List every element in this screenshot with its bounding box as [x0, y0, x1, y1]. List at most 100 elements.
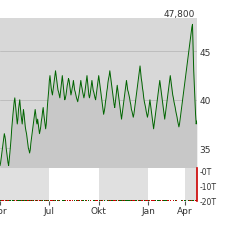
Bar [63, 200, 64, 201]
Bar [78, 200, 79, 201]
Bar [157, 200, 158, 201]
Bar [74, 200, 75, 201]
Bar [100, 200, 101, 201]
Bar [46, 200, 47, 201]
Bar [35, 200, 36, 201]
Bar [57, 200, 58, 201]
Bar [144, 200, 145, 201]
Bar [27, 200, 28, 201]
Bar [54, 200, 55, 201]
Bar [50, 200, 51, 201]
Bar [146, 200, 147, 201]
Bar [185, 200, 186, 201]
Bar [86, 200, 87, 201]
Bar [11, 200, 12, 201]
Bar [14, 200, 15, 201]
Bar [1, 200, 2, 201]
Bar [6, 200, 7, 201]
Bar [173, 200, 174, 201]
Bar [82, 200, 83, 201]
Bar [33, 200, 34, 201]
Bar [132, 200, 133, 201]
Bar [128, 200, 129, 201]
Bar [24, 200, 25, 201]
Bar [102, 200, 103, 201]
Bar [193, 200, 194, 201]
Bar [28, 200, 29, 201]
Bar [55, 200, 56, 201]
Bar [72, 200, 73, 201]
Bar [37, 200, 38, 201]
Bar [51, 200, 52, 201]
Bar [42, 200, 43, 201]
Bar [143, 200, 144, 201]
Bar [139, 200, 140, 201]
Bar [138, 200, 139, 201]
Bar [93, 200, 94, 201]
Bar [0, 168, 49, 201]
Bar [45, 200, 46, 201]
Bar [116, 200, 117, 201]
Bar [153, 200, 154, 201]
Bar [130, 200, 131, 201]
Bar [2, 200, 3, 201]
Bar [134, 200, 135, 201]
Bar [123, 200, 124, 201]
Bar [59, 200, 60, 201]
Bar [22, 200, 23, 201]
Bar [131, 200, 132, 201]
Bar [176, 200, 177, 201]
Text: 47,800: 47,800 [163, 9, 195, 18]
Bar [140, 200, 141, 201]
Bar [31, 200, 32, 201]
Bar [39, 200, 40, 201]
Bar [184, 200, 185, 201]
Bar [80, 200, 81, 201]
Bar [85, 200, 86, 201]
Bar [83, 200, 84, 201]
Bar [188, 200, 189, 201]
Bar [120, 200, 121, 201]
Bar [192, 200, 193, 201]
Bar [69, 200, 70, 201]
Bar [154, 200, 155, 201]
Bar [94, 200, 95, 201]
Bar [36, 200, 37, 201]
Bar [110, 200, 111, 201]
Bar [65, 200, 66, 201]
Bar [17, 200, 18, 201]
Bar [41, 200, 42, 201]
Bar [32, 200, 33, 201]
Bar [53, 200, 54, 201]
Bar [21, 200, 22, 201]
Bar [182, 200, 183, 201]
Bar [52, 200, 53, 201]
Bar [16, 200, 17, 201]
Bar [127, 200, 128, 201]
Bar [12, 200, 13, 201]
Bar [112, 200, 113, 201]
Bar [20, 200, 21, 201]
Bar [107, 200, 108, 201]
Bar [168, 200, 169, 201]
Bar [148, 200, 149, 201]
Bar [64, 200, 65, 201]
Bar [141, 200, 142, 201]
Bar [10, 200, 11, 201]
Bar [196, 200, 197, 201]
Bar [76, 200, 77, 201]
Bar [58, 200, 59, 201]
Bar [122, 200, 123, 201]
Bar [155, 200, 156, 201]
Bar [3, 200, 4, 201]
Bar [40, 200, 41, 201]
Bar [152, 200, 153, 201]
Bar [30, 200, 31, 201]
Bar [125, 200, 126, 201]
Bar [67, 200, 68, 201]
Bar [96, 200, 97, 201]
Bar [101, 200, 102, 201]
Bar [5, 200, 6, 201]
Bar [195, 200, 196, 201]
Bar [189, 200, 190, 201]
